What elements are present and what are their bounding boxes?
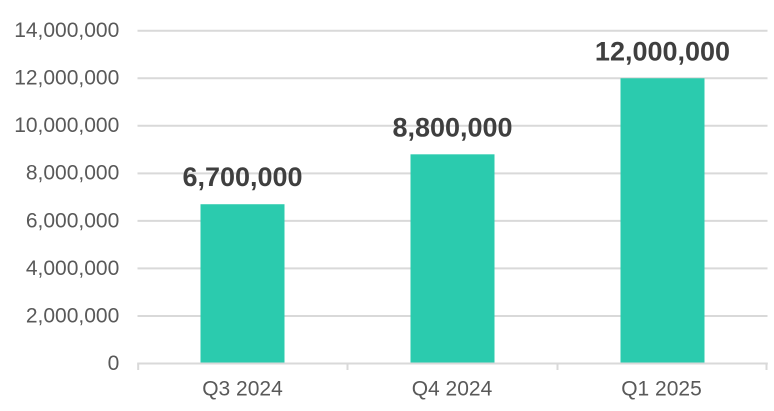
svg-text:Q1 2025: Q1 2025 (621, 377, 702, 400)
svg-text:6,700,000: 6,700,000 (182, 162, 302, 192)
svg-text:Q3 2024: Q3 2024 (202, 377, 283, 400)
svg-text:4,000,000: 4,000,000 (26, 257, 119, 280)
svg-text:12,000,000: 12,000,000 (595, 36, 730, 66)
svg-text:12,000,000: 12,000,000 (14, 67, 119, 90)
svg-text:0: 0 (108, 352, 120, 375)
svg-text:10,000,000: 10,000,000 (14, 114, 119, 137)
svg-text:8,800,000: 8,800,000 (392, 112, 512, 142)
svg-text:6,000,000: 6,000,000 (26, 209, 119, 232)
svg-text:14,000,000: 14,000,000 (14, 19, 119, 42)
svg-text:2,000,000: 2,000,000 (26, 304, 119, 327)
svg-text:Q4 2024: Q4 2024 (412, 377, 493, 400)
svg-text:8,000,000: 8,000,000 (26, 162, 119, 185)
